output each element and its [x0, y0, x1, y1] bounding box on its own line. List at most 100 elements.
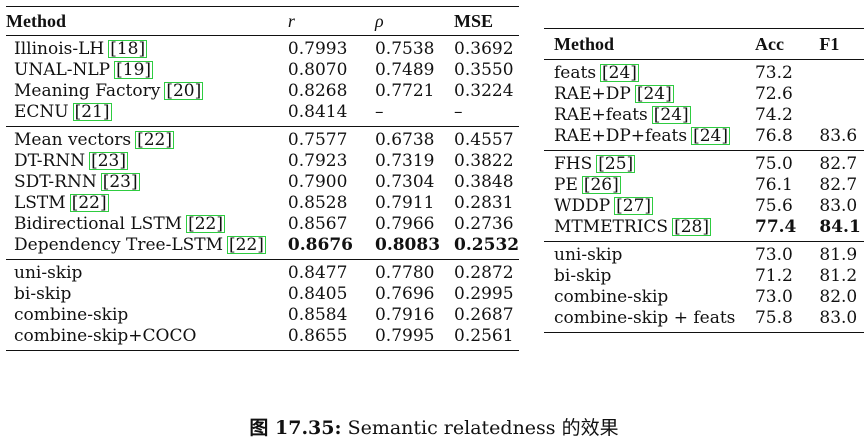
rho-value: 0.7721	[374, 81, 435, 101]
header-rho: ρ	[374, 10, 384, 31]
method-name: Bidirectional LSTM	[14, 214, 183, 234]
rho-value: 0.7489	[374, 60, 435, 80]
rho-value: 0.7995	[374, 326, 435, 346]
header-mse: MSE	[454, 10, 494, 31]
f1-value: 81.9	[819, 245, 858, 265]
header-f1: F1	[819, 33, 840, 54]
citation-link[interactable]: [27]	[614, 196, 654, 216]
table-row: combine-skip + feats 75.8 83.0	[544, 308, 864, 333]
f1-value: 82.7	[819, 175, 858, 195]
f1-value	[809, 60, 864, 85]
r-value: 0.7900	[287, 172, 348, 192]
method-name: uni-skip	[14, 263, 83, 283]
table-row: Mean vectors [22] 0.7577 0.6738 0.4557	[6, 126, 520, 152]
citation-link[interactable]: [19]	[114, 60, 154, 80]
rho-value: 0.8083	[374, 235, 441, 255]
f1-value: 82.0	[819, 287, 858, 307]
table-row: combine-skip+COCO 0.8655 0.7995 0.2561	[6, 326, 520, 351]
method-cell: combine-skip+COCO	[6, 326, 266, 351]
citation-link[interactable]: [24]	[600, 63, 639, 83]
citation-link[interactable]: [22]	[135, 130, 174, 150]
table-row: ECNU [21] 0.8414 – –	[6, 102, 519, 127]
table-row: Bidirectional LSTM [22] 0.8567 0.7966 0.2736	[6, 214, 519, 235]
mse-value: 0.2995	[454, 284, 514, 304]
table-row: SDT-RNN [23] 0.7900 0.7304 0.3848	[6, 172, 519, 193]
mse-value: 0.2532	[454, 235, 520, 255]
method-name: combine-skip+COCO	[14, 326, 197, 346]
method-name: Dependency Tree-LSTM	[14, 235, 224, 255]
method-cell: FHS [25]	[544, 151, 747, 176]
method-name: MTMETRICS	[554, 217, 669, 237]
method-cell: feats [24]	[544, 60, 747, 85]
method-name: combine-skip + feats	[554, 308, 736, 328]
method-cell: DT-RNN [23]	[6, 151, 266, 172]
r-value: 0.8070	[287, 60, 348, 80]
citation-link[interactable]: [24]	[651, 105, 691, 125]
f1-value: 82.7	[819, 154, 858, 174]
rho-value: 0.7780	[374, 263, 435, 283]
method-cell: SDT-RNN [23]	[6, 172, 266, 193]
method-name: SDT-RNN	[14, 172, 97, 192]
citation-link[interactable]: [22]	[186, 214, 225, 234]
acc-value: 75.6	[754, 196, 793, 216]
citation-link[interactable]: [18]	[108, 39, 148, 59]
method-cell: MTMETRICS [28]	[544, 217, 747, 242]
citation-link[interactable]: [23]	[89, 151, 128, 171]
method-cell: ECNU [21]	[6, 102, 266, 127]
r-value: 0.7923	[287, 151, 348, 171]
acc-value: 73.0	[754, 287, 793, 307]
citation-link[interactable]: [23]	[100, 172, 140, 192]
r-value: 0.8528	[287, 193, 348, 213]
table-row: Illinois-LH [18] 0.7993 0.7538 0.3692	[6, 35, 520, 61]
r-value: 0.8676	[287, 235, 353, 255]
method-name: feats	[554, 63, 597, 83]
mse-value: 0.2831	[454, 193, 514, 213]
method-cell: bi-skip	[6, 284, 266, 305]
acc-value: 73.0	[754, 245, 793, 265]
citation-link[interactable]: [26]	[581, 175, 621, 195]
table-row: PE [26] 76.1 82.7	[544, 175, 864, 196]
header-acc: Acc	[754, 33, 784, 54]
citation-link[interactable]: [22]	[227, 235, 266, 255]
table-row: RAE+DP [24] 72.6	[544, 84, 864, 105]
method-cell: PE [26]	[544, 175, 747, 196]
f1-value: 83.0	[819, 308, 858, 328]
method-name: PE	[554, 175, 578, 195]
rho-value: 0.7304	[374, 172, 435, 192]
f1-value	[809, 84, 864, 105]
method-name: Meaning Factory	[14, 81, 161, 101]
f1-value: 83.0	[819, 196, 858, 216]
mse-value: 0.4557	[454, 130, 514, 150]
mse-value: 0.3550	[454, 60, 514, 80]
method-cell: WDDP [27]	[544, 196, 747, 217]
mse-value: 0.2687	[454, 305, 514, 325]
citation-link[interactable]: [25]	[596, 154, 636, 174]
acc-value: 74.2	[754, 105, 793, 125]
rho-value: 0.6738	[374, 130, 435, 150]
citation-link[interactable]: [20]	[164, 81, 204, 101]
table-row: uni-skip 0.8477 0.7780 0.2872	[6, 259, 520, 285]
citation-link[interactable]: [22]	[69, 193, 109, 213]
citation-link[interactable]: [28]	[672, 217, 711, 237]
table-row: MTMETRICS [28] 77.4 84.1	[544, 217, 864, 242]
citation-link[interactable]: [24]	[691, 126, 730, 146]
method-cell: uni-skip	[544, 242, 747, 267]
method-cell: UNAL-NLP [19]	[6, 60, 266, 81]
caption-label: 图 17.35:	[249, 417, 342, 439]
rho-value: 0.7696	[374, 284, 435, 304]
r-value: 0.8477	[287, 263, 348, 283]
r-value: 0.8584	[287, 305, 348, 325]
acc-value: 75.8	[754, 308, 793, 328]
header-method: Method	[554, 34, 614, 54]
table-row: uni-skip 73.0 81.9	[544, 241, 864, 267]
f1-value	[809, 105, 864, 126]
citation-link[interactable]: [21]	[72, 102, 112, 122]
semantic-relatedness-table: Method r ρ MSE Illinois-LH [18] 0.7993 0.75…	[6, 6, 520, 351]
mse-value: 0.3224	[454, 81, 514, 101]
method-name: Mean vectors	[14, 130, 132, 150]
method-cell: bi-skip	[544, 266, 747, 287]
citation-link[interactable]: [24]	[634, 84, 674, 104]
r-value: 0.8655	[287, 326, 348, 346]
mse-value: 0.2872	[454, 263, 514, 283]
figure-caption: 图 17.35: Semantic relatedness 的效果	[0, 413, 868, 440]
